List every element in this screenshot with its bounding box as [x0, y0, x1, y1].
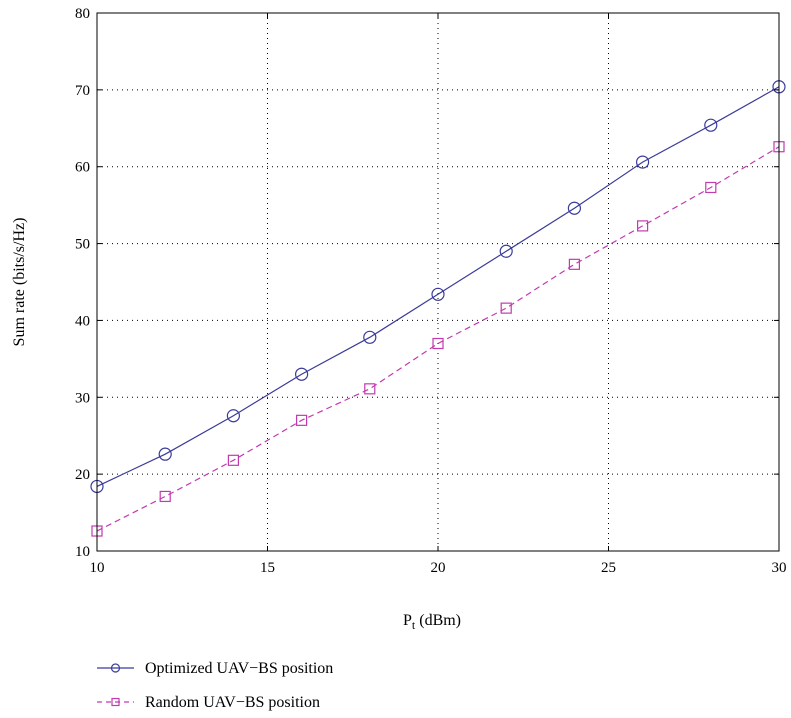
data-point-circle	[635, 155, 650, 169]
data-point-circle	[226, 409, 240, 423]
x-tick-label: 30	[772, 560, 787, 576]
series-optimized	[90, 80, 786, 494]
y-tick-label: 50	[75, 237, 90, 253]
y-tick-label: 60	[75, 160, 90, 176]
x-axis-label-unit: (dBm)	[415, 612, 461, 629]
data-point-circle	[704, 118, 718, 132]
data-point-square	[705, 181, 717, 194]
legend-marker-optimized	[110, 663, 121, 673]
grid	[97, 13, 779, 551]
legend-item-optimized: Optimized UAV−BS position	[97, 660, 333, 677]
data-point-square	[636, 220, 649, 232]
series-layer	[90, 80, 786, 537]
y-tick-label: 40	[75, 313, 90, 329]
x-tick-label: 10	[90, 560, 105, 576]
series-line	[96, 86, 780, 487]
y-tick-label: 20	[75, 467, 90, 483]
data-point-circle	[363, 330, 377, 344]
y-tick-label: 10	[75, 544, 90, 560]
data-point-square	[568, 258, 581, 270]
legend-label-optimized: Optimized UAV−BS position	[145, 660, 333, 677]
y-tick-label: 70	[75, 83, 90, 99]
x-axis-label-main: P	[403, 612, 412, 629]
x-tick-label: 15	[260, 560, 275, 576]
data-point-circle	[567, 201, 582, 215]
legend-item-random: Random UAV−BS position	[97, 694, 320, 711]
ticks: 10 15 20 25 30 10 20 30 40 50 60 70 80	[75, 6, 787, 576]
data-point-square	[364, 383, 376, 395]
legend: Optimized UAV−BS position Random UAV−BS …	[97, 660, 333, 711]
x-tick-label: 25	[601, 560, 616, 576]
series-line	[96, 146, 780, 532]
legend-marker-random	[111, 697, 120, 707]
data-point-square	[500, 302, 512, 314]
legend-label-random: Random UAV−BS position	[145, 694, 320, 711]
data-point-square	[432, 337, 444, 350]
data-point-circle	[158, 447, 172, 461]
data-point-square	[227, 454, 239, 466]
data-point-circle	[431, 287, 445, 301]
data-point-square	[159, 490, 171, 503]
y-axis-label: Sum rate (bits/s/Hz)	[11, 218, 28, 347]
y-tick-label: 80	[75, 6, 90, 22]
data-point-square	[296, 414, 308, 426]
x-axis-label: Pt (dBm)	[403, 612, 461, 632]
x-tick-label: 20	[431, 560, 446, 576]
x-axis-label-subscript: t	[412, 618, 416, 632]
series-random	[91, 141, 785, 537]
data-point-circle	[499, 244, 513, 258]
data-point-circle	[295, 367, 309, 381]
y-tick-label: 30	[75, 390, 90, 406]
